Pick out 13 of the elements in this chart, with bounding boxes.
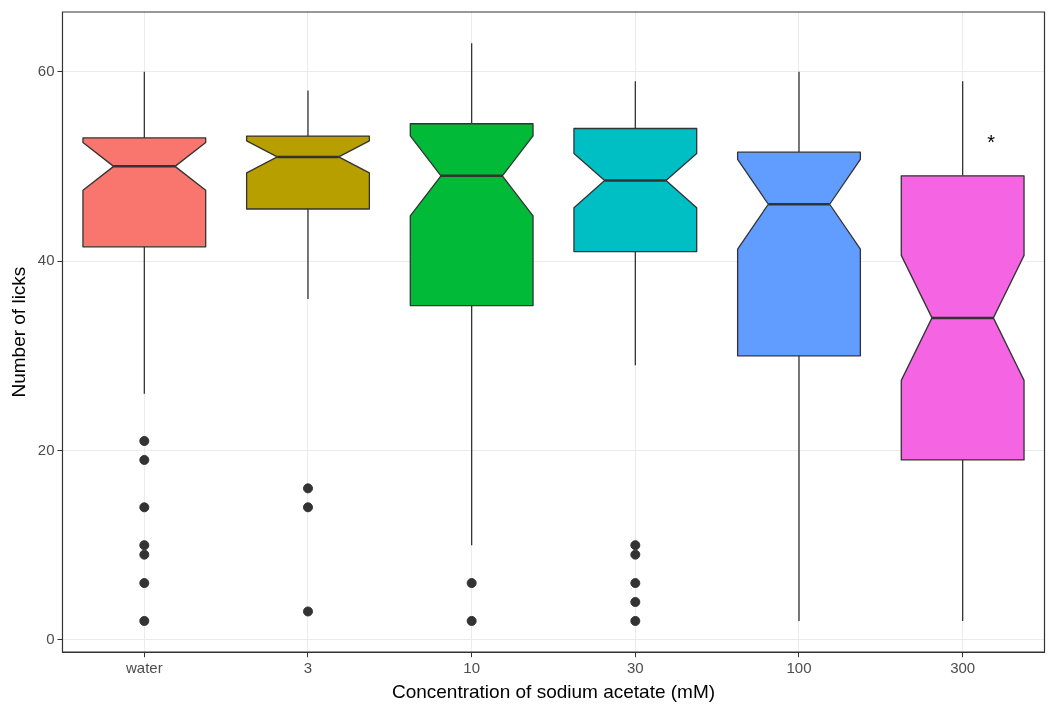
y-tick-label: 20	[37, 440, 55, 458]
x-axis-title: Concentration of sodium acetate (mM)	[391, 680, 716, 702]
y-tick-label: 0	[46, 630, 55, 648]
y-axis-title: Number of licks	[7, 266, 29, 398]
y-tick-label: 60	[37, 61, 55, 79]
x-tick-label: water	[124, 659, 163, 677]
x-tick-label: 300	[950, 659, 976, 677]
annotation: *	[987, 131, 996, 154]
x-tick-label: 10	[463, 659, 480, 677]
x-tick-label: 3	[303, 659, 313, 677]
x-tick-label: 30	[626, 659, 644, 677]
x-tick-label: 100	[786, 659, 812, 677]
y-tick-label: 40	[37, 251, 55, 269]
